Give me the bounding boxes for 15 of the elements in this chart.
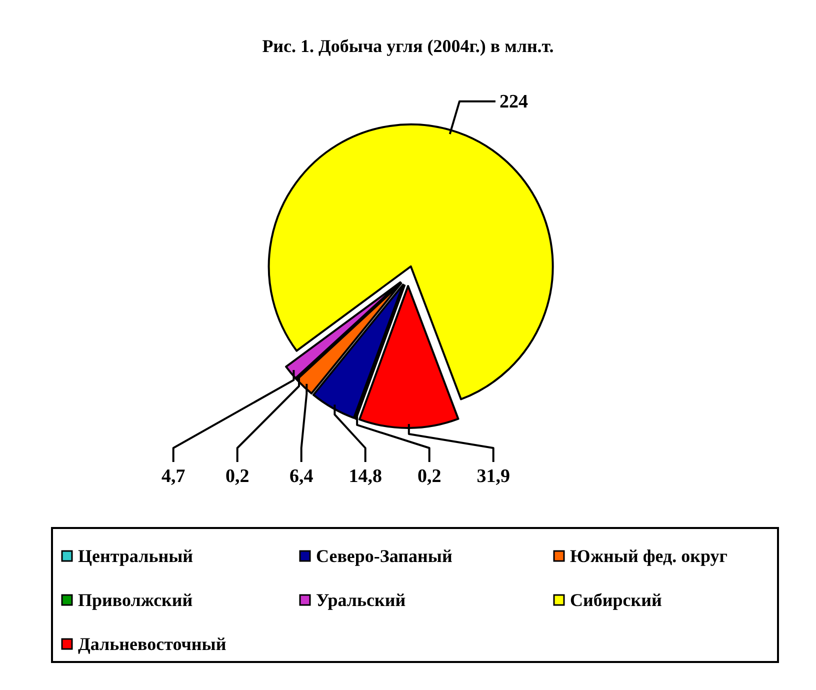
- legend-label: Дальневосточный: [78, 634, 226, 654]
- data-label: 0,2: [417, 466, 442, 487]
- data-label: 6,4: [289, 466, 314, 487]
- data-label: 31,9: [476, 466, 510, 487]
- chart-title: Рис. 1. Добыча угля (2004г.) в млн.т.: [262, 36, 554, 56]
- data-label: 14,8: [348, 466, 382, 487]
- data-label: 4,7: [161, 466, 186, 487]
- legend-label: Центральный: [78, 546, 194, 566]
- data-label: 0,2: [225, 466, 250, 487]
- legend-label: Северо-Запаный: [316, 546, 452, 566]
- legend-label: Южный фед. округ: [570, 546, 728, 566]
- legend-label: Сибирский: [570, 590, 662, 610]
- data-label: 224: [499, 91, 528, 112]
- legend-label: Приволжский: [78, 590, 193, 610]
- legend-label: Уральский: [316, 590, 406, 610]
